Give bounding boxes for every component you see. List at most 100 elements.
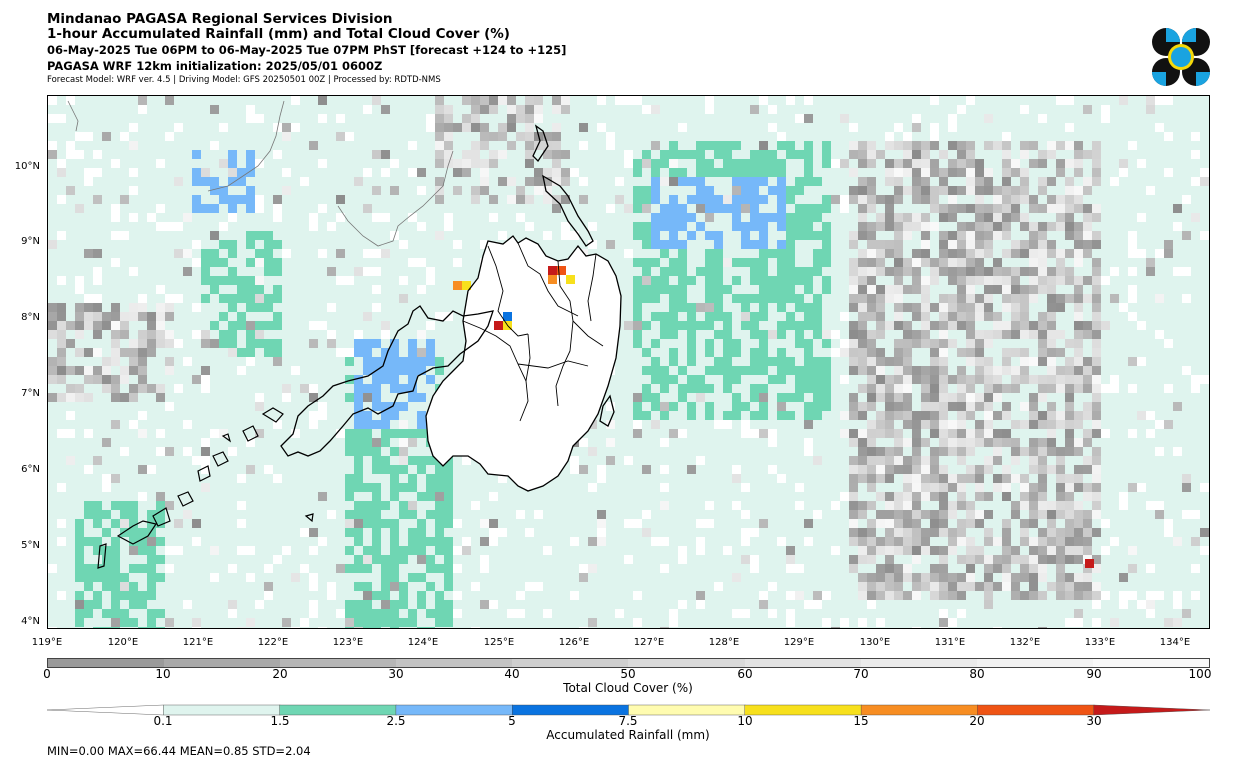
grid-cell: [975, 546, 984, 555]
grid-cell: [498, 528, 507, 537]
grid-cell: [723, 285, 732, 294]
grid-cell: [822, 393, 831, 402]
grid-cell: [894, 285, 903, 294]
grid-cell: [1083, 483, 1092, 492]
palawan-outline: [67, 100, 454, 247]
grid-cell: [1092, 267, 1101, 276]
grid-cell: [813, 294, 822, 303]
cloud-colorbar-segment: [860, 659, 977, 667]
grid-cell: [309, 141, 318, 150]
grid-cell: [435, 105, 444, 114]
grid-cell: [1083, 186, 1092, 195]
grid-cell: [354, 339, 363, 348]
grid-cell: [849, 483, 858, 492]
grid-cell: [966, 474, 975, 483]
grid-cell: [1065, 492, 1074, 501]
grid-cell: [354, 600, 363, 609]
grid-cell: [822, 402, 831, 411]
grid-cell: [1182, 366, 1191, 375]
grid-cell: [255, 258, 264, 267]
grid-cell: [354, 348, 363, 357]
grid-cell: [327, 330, 336, 339]
grid-cell: [849, 321, 858, 330]
grid-cell: [606, 438, 615, 447]
grid-cell: [1173, 267, 1182, 276]
grid-cell: [759, 312, 768, 321]
grid-cell: [957, 438, 966, 447]
grid-cell: [156, 537, 165, 546]
grid-cell: [1209, 168, 1210, 177]
grid-cell: [966, 249, 975, 258]
grid-cell: [912, 582, 921, 591]
grid-cell: [732, 141, 741, 150]
grid-cell: [642, 294, 651, 303]
grid-cell: [147, 348, 156, 357]
grid-cell: [1209, 537, 1210, 546]
grid-cell: [966, 96, 975, 105]
grid-cell: [1074, 420, 1083, 429]
grid-cell: [993, 267, 1002, 276]
grid-cell: [984, 366, 993, 375]
grid-cell: [831, 330, 840, 339]
grid-cell: [1155, 591, 1164, 600]
grid-cell: [894, 510, 903, 519]
grid-cell: [858, 339, 867, 348]
grid-cell: [1065, 231, 1074, 240]
grid-cell: [372, 618, 381, 627]
grid-cell: [399, 402, 408, 411]
grid-cell: [1191, 591, 1200, 600]
grid-cell: [1011, 285, 1020, 294]
grid-cell: [1137, 600, 1146, 609]
grid-cell: [336, 213, 345, 222]
grid-cell: [1029, 402, 1038, 411]
grid-cell: [1074, 186, 1083, 195]
grid-cell: [309, 528, 318, 537]
grid-cell: [1110, 618, 1119, 627]
grid-cell: [129, 267, 138, 276]
grid-cell: [984, 420, 993, 429]
grid-cell: [219, 240, 228, 249]
grid-cell: [1146, 105, 1155, 114]
grid-cell: [1074, 519, 1083, 528]
grid-cell: [408, 609, 417, 618]
grid-cell: [129, 339, 138, 348]
grid-cell: [912, 168, 921, 177]
grid-cell: [921, 141, 930, 150]
grid-cell: [696, 384, 705, 393]
grid-cell: [489, 492, 498, 501]
grid-cell: [723, 204, 732, 213]
grid-cell: [966, 267, 975, 276]
grid-cell: [93, 195, 102, 204]
grid-cell: [939, 501, 948, 510]
grid-cell: [597, 465, 606, 474]
grid-cell: [1002, 528, 1011, 537]
grid-cell: [633, 96, 642, 105]
grid-cell: [75, 546, 84, 555]
grid-cell: [435, 591, 444, 600]
grid-cell: [912, 159, 921, 168]
grid-cell: [678, 276, 687, 285]
grid-cell: [894, 456, 903, 465]
grid-cell: [1002, 159, 1011, 168]
grid-cell: [687, 312, 696, 321]
grid-cell: [894, 195, 903, 204]
grid-cell: [822, 591, 831, 600]
grid-cell: [57, 330, 66, 339]
grid-cell: [867, 546, 876, 555]
grid-cell: [237, 312, 246, 321]
grid-cell: [723, 357, 732, 366]
grid-cell: [624, 555, 633, 564]
grid-cell: [786, 213, 795, 222]
grid-cell: [345, 627, 354, 628]
grid-cell: [804, 348, 813, 357]
grid-cell: [849, 276, 858, 285]
grid-cell: [777, 132, 786, 141]
grid-cell: [408, 339, 417, 348]
grid-cell: [444, 609, 453, 618]
grid-cell: [345, 510, 354, 519]
grid-cell: [1038, 456, 1047, 465]
grid-cell: [102, 483, 111, 492]
grid-cell: [1191, 177, 1200, 186]
grid-cell: [696, 222, 705, 231]
grid-cell: [894, 438, 903, 447]
